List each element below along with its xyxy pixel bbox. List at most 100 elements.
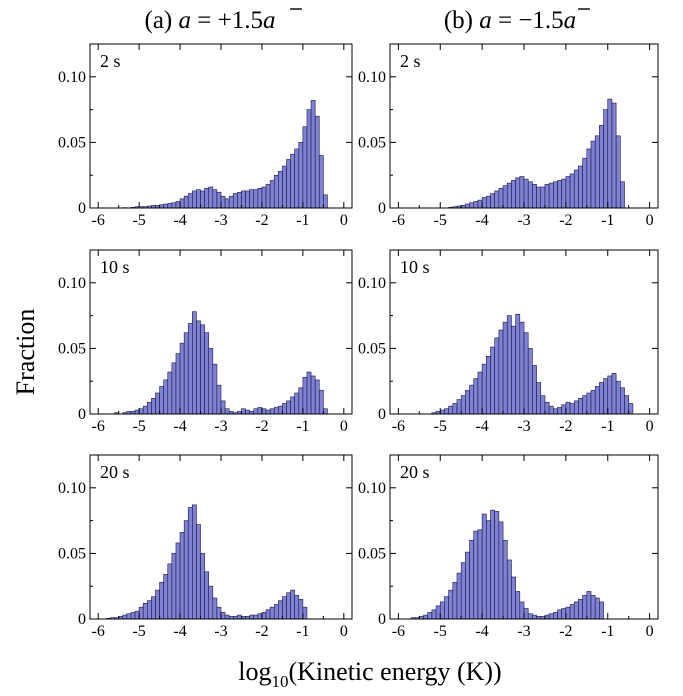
title-a-var: a: [179, 7, 192, 34]
histogram-bar: [171, 202, 177, 209]
histogram-panel-a-20s: -6 -5 -4 -3 -2 -1 0 0 0.05 0.10 20 s: [58, 454, 353, 640]
histogram-bar: [290, 589, 295, 620]
histogram-bar: [163, 574, 169, 620]
y-tick-label: 0.10: [358, 275, 386, 292]
histogram-bar: [511, 325, 516, 415]
histogram-bar: [465, 203, 470, 209]
y-tick-label: 0: [78, 406, 86, 423]
x-tick-label: -5: [434, 212, 447, 229]
x-tick-label: 0: [340, 418, 348, 435]
histogram-bar: [548, 405, 554, 415]
histogram-bar: [578, 397, 583, 415]
histogram-bar: [208, 348, 214, 415]
x-tick-label: -1: [601, 212, 614, 229]
histogram-bar: [573, 601, 579, 620]
histogram-bar: [212, 189, 218, 209]
histogram-bar: [147, 600, 152, 620]
histogram-panel-b-2s: -6 -5 -4 -3 -2 -1 0 0 0.05 0.10 2 s: [358, 43, 659, 229]
histogram-bar: [257, 613, 263, 620]
histogram-bar: [469, 384, 475, 415]
histogram-bar: [448, 405, 454, 415]
histogram-bar: [486, 355, 491, 415]
x-tick-label: -3: [214, 623, 227, 640]
histogram-bar: [282, 596, 287, 620]
histogram-bar: [536, 186, 542, 209]
histogram-bar: [241, 190, 246, 209]
y-tick-label: 0.05: [58, 134, 86, 151]
y-tick-label: 0.05: [358, 134, 386, 151]
time-label: 2 s: [400, 51, 421, 71]
histogram-bar: [481, 513, 487, 620]
histogram-bar: [590, 390, 596, 415]
histogram-panel-b-20s: -6 -5 -4 -3 -2 -1 0 0 0.05 0.10 20 s: [358, 454, 659, 640]
histogram-bar: [269, 408, 275, 415]
histogram-bar: [318, 155, 324, 209]
histogram-bar: [523, 608, 529, 620]
time-label: 10 s: [400, 257, 430, 277]
histogram-bar: [532, 365, 537, 415]
histogram-bar: [515, 591, 521, 620]
histogram-bar: [544, 401, 550, 415]
histogram-bar: [460, 562, 466, 620]
y-tick-label: 0: [78, 200, 86, 217]
histogram-bar: [465, 390, 470, 415]
histogram-bar: [444, 408, 449, 415]
histogram-bar: [523, 178, 529, 209]
histogram-bar: [171, 553, 177, 620]
histogram-bar: [237, 614, 242, 620]
time-label: 20 s: [100, 462, 130, 482]
histogram-bar: [290, 153, 295, 209]
histogram-bar: [208, 585, 214, 620]
histogram-bar: [183, 332, 189, 415]
histogram-bar: [553, 408, 558, 415]
histogram-bar: [448, 589, 454, 620]
histogram-bar: [228, 195, 234, 209]
histogram-bar: [506, 182, 512, 209]
x-tick-label: -3: [517, 212, 530, 229]
histogram-bar: [561, 178, 567, 209]
histogram-bar: [261, 408, 267, 415]
histogram-bar: [192, 311, 197, 415]
histogram-bar: [298, 142, 304, 209]
histogram-bar: [544, 184, 550, 209]
histogram-bar: [265, 609, 271, 620]
histogram-bar: [269, 606, 275, 620]
histogram-bar: [310, 375, 316, 415]
histogram-bar: [220, 195, 226, 209]
histogram-bar: [220, 612, 226, 620]
x-axis-label-rest: (Kinetic energy (K)): [289, 657, 502, 686]
histogram-bar: [582, 157, 588, 209]
histogram-bar: [183, 195, 189, 209]
histogram-bar: [486, 520, 491, 620]
title-a-abar: a: [263, 7, 276, 34]
x-axis-label: log10(Kinetic energy (K)): [238, 657, 501, 691]
x-tick-label: -1: [296, 418, 309, 435]
histogram-bar: [586, 591, 592, 620]
histogram-bar: [318, 390, 324, 415]
histogram-bar: [134, 610, 140, 620]
histogram-bar: [323, 194, 328, 209]
time-label: 10 s: [100, 257, 130, 277]
histogram-bar: [561, 404, 567, 415]
x-axis-label-sub: 10: [272, 672, 289, 691]
x-tick-label: -5: [434, 623, 447, 640]
histogram-bar: [310, 100, 316, 209]
histogram-bar: [216, 191, 222, 209]
histogram-bar: [494, 511, 500, 620]
histogram-bar: [155, 589, 160, 620]
x-tick-label: -3: [517, 418, 530, 435]
plot-frame: [389, 454, 659, 620]
histogram-bar: [269, 180, 275, 209]
histogram-bar: [523, 332, 529, 415]
histogram-bar: [167, 563, 173, 620]
histogram-bar: [155, 392, 160, 415]
x-tick-label: -4: [173, 212, 186, 229]
histogram-bar: [582, 395, 588, 415]
title-b-prefix: (b): [444, 7, 479, 34]
histogram-bar: [175, 542, 181, 620]
histogram-bar: [628, 403, 634, 415]
histogram-bar: [175, 201, 181, 209]
histogram-bar: [245, 190, 250, 209]
title-b-abar: a: [564, 7, 577, 34]
